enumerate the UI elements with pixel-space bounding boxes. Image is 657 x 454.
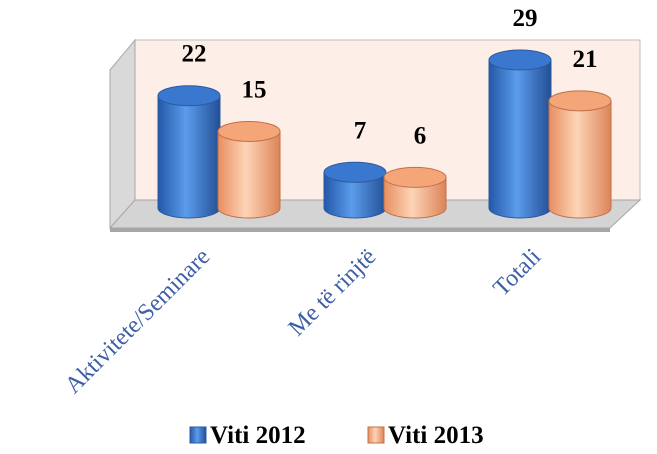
cylinder-body — [383, 176, 447, 219]
x-tick-label: Me të rinjtë — [284, 244, 382, 342]
cylinder-body — [488, 59, 552, 219]
cylinder-top — [548, 90, 612, 112]
value-label: 21 — [573, 46, 598, 73]
x-tick-label: Totali — [489, 244, 547, 302]
cylinder-top — [217, 120, 281, 142]
cylinder-top — [157, 85, 221, 107]
floor-edge — [110, 228, 610, 232]
cylinder-body — [217, 130, 281, 219]
cylinder-top — [488, 49, 552, 71]
value-label: 7 — [354, 117, 367, 144]
legend-swatch — [189, 426, 207, 444]
side-wall — [109, 38, 136, 230]
value-label: 15 — [242, 76, 267, 103]
cylinder-body — [548, 100, 612, 219]
cylinder — [548, 90, 612, 219]
value-label: 29 — [513, 5, 538, 32]
legend-label: Viti 2013 — [388, 422, 484, 449]
cylinder — [323, 161, 387, 219]
cylinder — [488, 49, 552, 219]
cylinder-top — [323, 161, 387, 183]
value-label: 22 — [182, 41, 207, 68]
x-tick-label: Aktivitete/Seminare — [60, 244, 215, 399]
cylinder — [157, 85, 221, 219]
cylinder-top — [383, 166, 447, 188]
legend-swatch — [367, 426, 385, 444]
cylinder — [217, 120, 281, 219]
cylinder-body — [157, 95, 221, 219]
cylinder — [383, 166, 447, 219]
legend-label: Viti 2012 — [210, 422, 306, 449]
value-label: 6 — [414, 122, 427, 149]
